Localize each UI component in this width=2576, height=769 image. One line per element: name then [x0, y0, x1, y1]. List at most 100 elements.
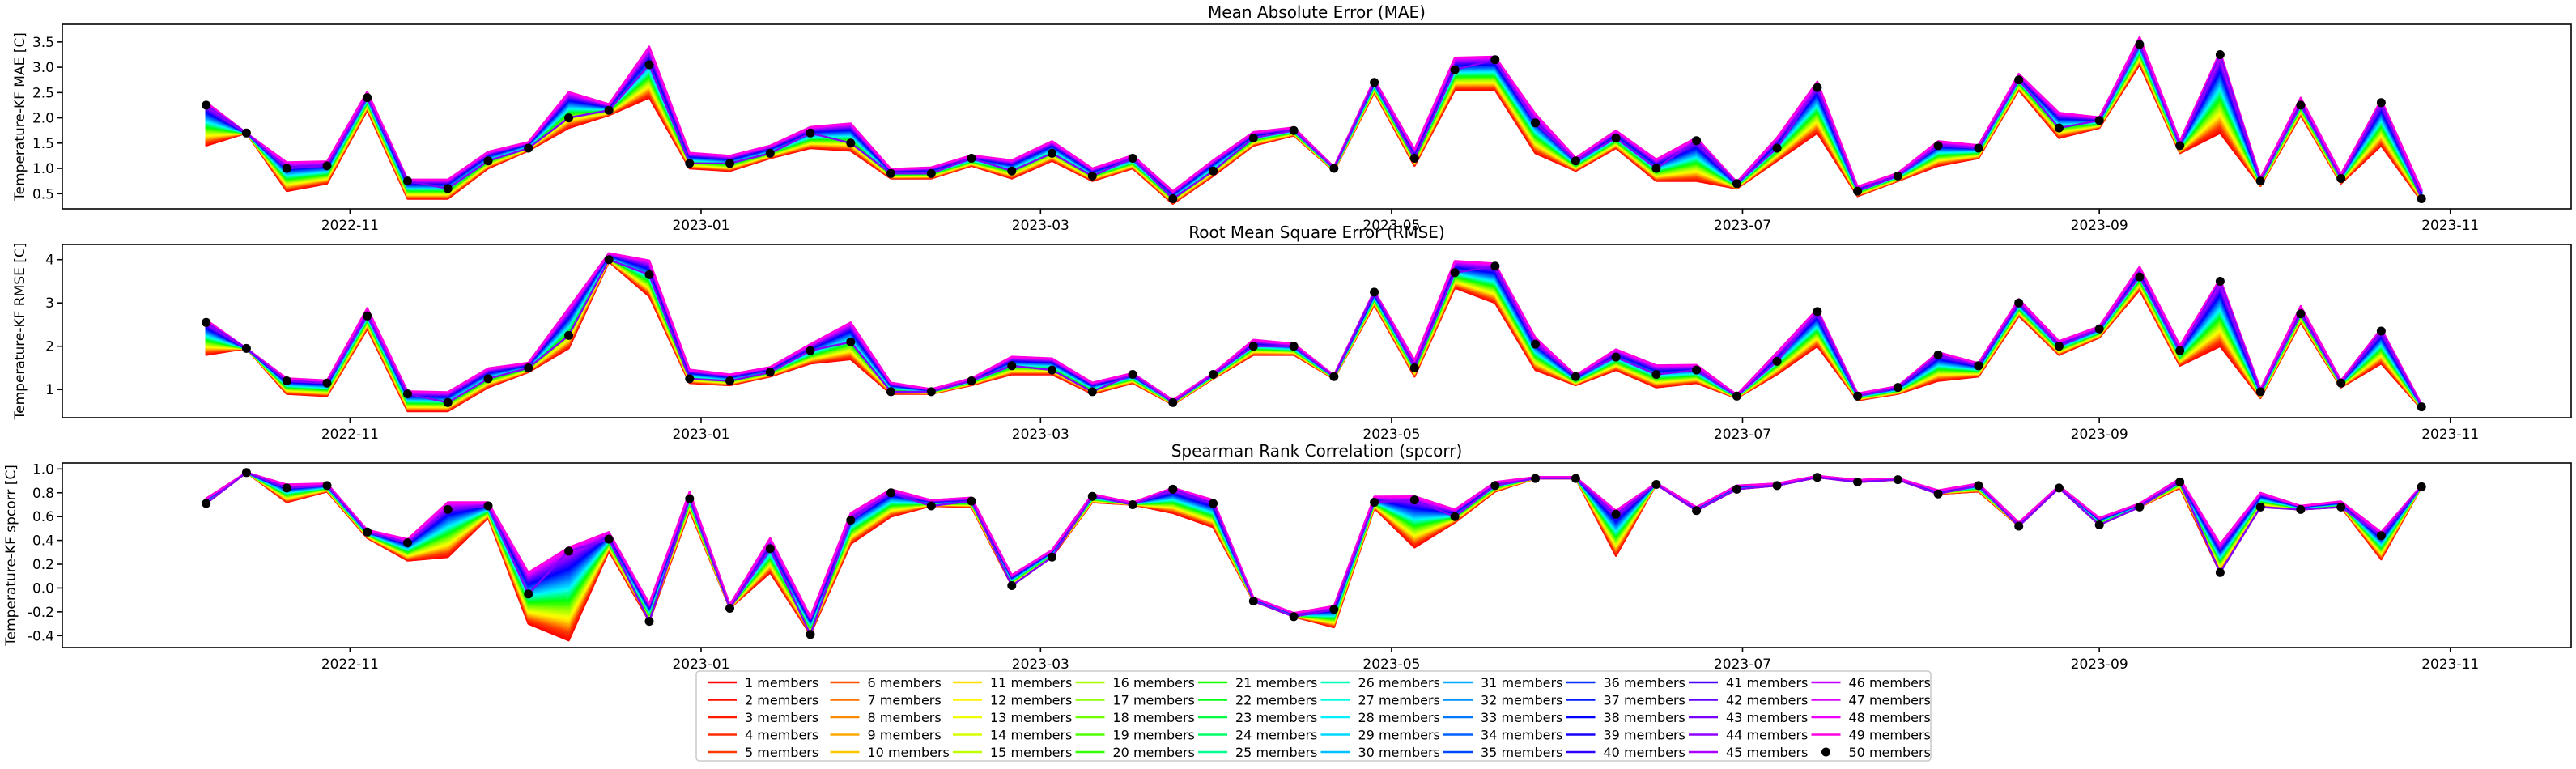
data-point: [282, 483, 291, 493]
data-point: [1813, 473, 1822, 482]
data-point: [1692, 365, 1702, 375]
data-point: [443, 397, 453, 407]
data-point: [2014, 75, 2024, 85]
series-line-50-members: [205, 471, 2423, 635]
x-tick-label: 2023-03: [1012, 218, 1069, 234]
legend-item: 18 members: [1075, 710, 1195, 725]
y-tick-label: 0.0: [32, 580, 54, 597]
data-point: [2215, 277, 2225, 286]
legend-label: 25 members: [1235, 745, 1317, 760]
data-point: [1732, 484, 1741, 494]
data-point: [2376, 98, 2386, 108]
data-point: [806, 630, 815, 639]
data-point: [1933, 350, 1943, 359]
legend-label: 31 members: [1481, 675, 1562, 690]
legend-label: 7 members: [868, 693, 942, 708]
data-point: [282, 164, 291, 173]
x-tick-label: 2023-05: [1362, 218, 1420, 234]
data-point: [2336, 174, 2346, 183]
legend-item: 16 members: [1075, 675, 1195, 690]
data-point: [1128, 154, 1137, 163]
x-tick-label: 2023-09: [2071, 427, 2128, 443]
data-point: [2255, 502, 2265, 512]
data-point: [1409, 495, 1419, 505]
x-tick-label: 2023-01: [672, 656, 729, 673]
data-point: [1007, 166, 1017, 176]
data-point: [443, 504, 453, 514]
data-point: [2296, 309, 2306, 319]
x-tick-label: 2022-11: [321, 218, 379, 234]
data-point: [2135, 40, 2145, 49]
data-point: [1007, 581, 1017, 590]
data-point: [2175, 478, 2185, 486]
data-point: [1370, 78, 1379, 87]
data-point: [2296, 504, 2306, 514]
subplot-2: Root Mean Square Error (RMSE) Temperature…: [12, 223, 2572, 443]
legend-item: 13 members: [953, 710, 1072, 725]
legend-item: 12 members: [953, 693, 1072, 708]
data-point: [1651, 370, 1661, 379]
legend-label: 35 members: [1481, 745, 1562, 760]
y-tick-label: 1.5: [32, 136, 54, 152]
series-line-50-members: [205, 258, 2423, 408]
subplot-1: Mean Absolute Error (MAE) Temperature-KF …: [12, 2, 2572, 234]
data-point: [1853, 186, 1863, 196]
data-point: [1692, 506, 1702, 516]
data-point: [1248, 134, 1258, 142]
legend-item: 17 members: [1075, 693, 1195, 708]
data-point: [1611, 134, 1621, 142]
legend-label: 8 members: [868, 710, 942, 725]
legend-label: 5 members: [745, 745, 818, 760]
data-point: [2417, 194, 2426, 203]
y-tick-label: 1: [45, 382, 54, 398]
legend-item: 41 members: [1689, 675, 1808, 690]
x-tick-label: 2023-01: [672, 218, 729, 234]
legend-label: 48 members: [1849, 710, 1931, 725]
data-point: [1974, 481, 1983, 491]
legend-item: 46 members: [1811, 675, 1931, 690]
legend-item: 25 members: [1198, 745, 1317, 760]
data-point: [2175, 141, 2185, 151]
legend-label: 26 members: [1358, 675, 1440, 690]
y-tick-label: 2.0: [32, 111, 54, 127]
data-point: [1571, 474, 1580, 483]
data-point: [363, 93, 372, 103]
series-line-49-members: [205, 36, 2423, 193]
data-point: [1409, 363, 1419, 372]
data-point: [1209, 166, 1218, 176]
data-point: [524, 589, 533, 599]
x-tick-label: 2023-01: [672, 427, 729, 443]
legend-item: 36 members: [1566, 675, 1685, 690]
y-tick-label: 4: [45, 253, 54, 269]
legend-item: 49 members: [1811, 728, 1931, 743]
data-point: [1611, 352, 1621, 362]
legend-label: 41 members: [1726, 675, 1808, 690]
legend-item: 39 members: [1566, 728, 1685, 743]
data-point: [202, 499, 211, 508]
markers-50-members: [202, 468, 2426, 639]
data-point: [2296, 100, 2306, 110]
data-point: [886, 387, 895, 397]
subplot-title: Mean Absolute Error (MAE): [1208, 2, 1426, 22]
data-point: [1974, 143, 1983, 153]
data-point: [765, 544, 775, 554]
subplots: Mean Absolute Error (MAE) Temperature-KF …: [3, 2, 2572, 673]
data-point: [644, 270, 654, 279]
legend-label: 22 members: [1235, 693, 1317, 708]
data-point: [926, 168, 936, 178]
y-tick-label: 0.6: [32, 509, 54, 525]
data-point: [2215, 50, 2225, 59]
data-point: [2376, 531, 2386, 541]
data-point: [241, 343, 251, 353]
y-tick-label: 0.5: [32, 186, 54, 202]
data-point: [886, 168, 895, 178]
data-point: [1209, 370, 1218, 379]
legend-item: 14 members: [953, 728, 1072, 743]
legend-item: 23 members: [1198, 710, 1317, 725]
data-point: [644, 60, 654, 70]
legend-item: 38 members: [1566, 710, 1685, 725]
y-tick-label: 2.5: [32, 85, 54, 101]
legend-label: 32 members: [1481, 693, 1562, 708]
data-point: [1490, 55, 1500, 65]
data-point: [1772, 481, 1782, 491]
